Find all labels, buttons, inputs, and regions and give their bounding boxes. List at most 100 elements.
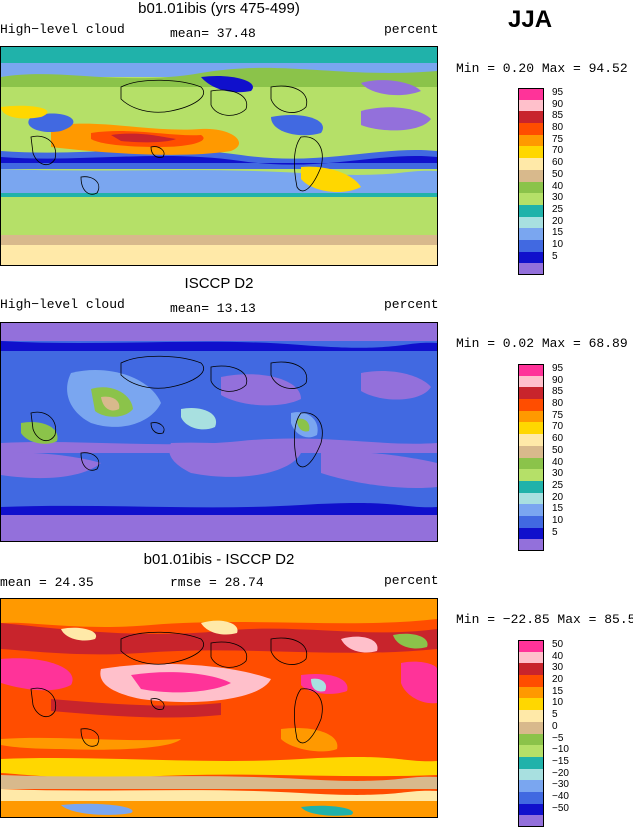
panel-1-colorbar-swatch — [518, 123, 544, 135]
panel-3-colorbar-swatch — [518, 651, 544, 664]
panel-1-colorbar-swatch — [518, 146, 544, 159]
panel-2-colorbar-swatch — [518, 375, 544, 388]
panel-3-colorbar-swatch — [518, 686, 544, 699]
panel-3-colorbar-swatch — [518, 733, 544, 746]
panel-3-colorbar-label: −30 — [552, 779, 569, 791]
panel-1-colorbar-swatch — [518, 169, 544, 182]
panel-2-colorbar-label: 75 — [552, 409, 564, 421]
panel-3-map-graphic — [1, 599, 437, 817]
panel-2-colorbar-label: 15 — [552, 503, 564, 515]
panel-3-colorbar-label: 5 — [552, 709, 558, 721]
panel-3-colorbar-swatch — [518, 640, 544, 652]
panel-2-units-label: percent — [384, 297, 439, 312]
panel-1-colorbar-swatch — [518, 181, 544, 194]
panel-3-colorbar-label: 0 — [552, 720, 558, 732]
panel-3-colorbar-swatch — [518, 721, 544, 734]
panel-2-colorbar-label: 95 — [552, 363, 564, 374]
panel-3-colorbar-swatch — [518, 756, 544, 769]
panel-3-rmse-label: rmse = 28.74 — [170, 575, 264, 590]
panel-2-colorbar-label: 90 — [552, 374, 564, 386]
panel-3-colorbar-label: −40 — [552, 790, 569, 802]
panel-2-colorbar-label: 60 — [552, 433, 564, 445]
panel-2-colorbar-label: 25 — [552, 479, 564, 491]
panel-3-mean-label: mean = 24.35 — [0, 575, 94, 590]
panel-1-variable-label: High−level cloud — [0, 22, 125, 37]
panel-2-title: ISCCP D2 — [184, 275, 254, 292]
panel-2-map — [0, 322, 438, 542]
panel-3-colorbar-label: 40 — [552, 650, 564, 662]
panel-1-colorbar-label: 80 — [552, 122, 564, 134]
panel-3-colorbar-label: −10 — [552, 744, 569, 756]
panel-2-colorbar-swatch — [518, 504, 544, 516]
panel-3-colorbar-swatch — [518, 803, 544, 816]
panel-3-minmax-label: Min = −22.85 Max = 85.54 — [456, 612, 633, 627]
panel-3-colorbar-swatch — [518, 710, 544, 722]
panel-1-colorbar-swatch — [518, 263, 544, 275]
panel-3-map — [0, 598, 438, 818]
panel-1-minmax-label: Min = 0.20 Max = 94.52 — [456, 61, 628, 76]
panel-2-colorbar-label: 50 — [552, 444, 564, 456]
panel-1-colorbar-label: 85 — [552, 110, 564, 122]
panel-1-colorbar-label: 25 — [552, 203, 564, 215]
panel-1-map-graphic — [1, 47, 437, 265]
panel-1-colorbar-swatch — [518, 216, 544, 229]
panel-1-colorbar-label: 50 — [552, 168, 564, 180]
panel-1-colorbar-swatch — [518, 99, 544, 112]
panel-2-colorbar-swatch — [518, 515, 544, 528]
panel-1-colorbar-label: 10 — [552, 238, 564, 250]
panel-1-map — [0, 46, 438, 266]
panel-3-colorbar-label: 10 — [552, 697, 564, 709]
panel-1-colorbar-swatch — [518, 251, 544, 264]
panel-1-mean-label: mean= 37.48 — [170, 26, 256, 41]
panel-2-colorbar-swatch — [518, 527, 544, 540]
panel-1-colorbar-label: 15 — [552, 227, 564, 239]
panel-2-colorbar-label: 5 — [552, 526, 558, 538]
panel-1-units-label: percent — [384, 22, 439, 37]
panel-2-colorbar-swatch — [518, 539, 544, 551]
panel-1-colorbar-swatch — [518, 204, 544, 217]
panel-1-colorbar-label: 5 — [552, 250, 558, 262]
panel-3-units-label: percent — [384, 573, 439, 588]
panel-1-colorbar-label: 90 — [552, 98, 564, 110]
panel-2-colorbar-label: 80 — [552, 398, 564, 410]
panel-3-colorbar-swatch — [518, 780, 544, 792]
panel-3-colorbar-swatch — [518, 675, 544, 687]
panel-1-colorbar-swatch — [518, 239, 544, 252]
panel-1-colorbar-label: 70 — [552, 145, 564, 157]
panel-2-colorbar-swatch — [518, 492, 544, 505]
panel-3-title: b01.01ibis - ISCCP D2 — [143, 551, 295, 568]
panel-1-colorbar-swatch — [518, 88, 544, 100]
panel-2-colorbar-label: 10 — [552, 514, 564, 526]
panel-2-colorbar-swatch — [518, 364, 544, 376]
panel-2-mean-label: mean= 13.13 — [170, 301, 256, 316]
panel-3-colorbar-swatch — [518, 791, 544, 804]
panel-3-colorbar-label: −20 — [552, 767, 569, 779]
panel-2-colorbar-swatch — [518, 480, 544, 493]
panel-2-colorbar-swatch — [518, 457, 544, 470]
panel-3-colorbar-label: 15 — [552, 685, 564, 697]
panel-1-colorbar-swatch — [518, 228, 544, 240]
panel-3-colorbar-label: 20 — [552, 674, 564, 686]
panel-1-colorbar-swatch — [518, 134, 544, 147]
panel-1-title: b01.01ibis (yrs 475-499) — [138, 0, 300, 17]
panel-3-colorbar-swatch — [518, 745, 544, 757]
panel-2-colorbar-swatch — [518, 445, 544, 458]
panel-1-colorbar-swatch — [518, 111, 544, 124]
panel-2-colorbar-label: 20 — [552, 491, 564, 503]
panel-2-colorbar-label: 30 — [552, 468, 564, 480]
panel-3-colorbar-swatch — [518, 698, 544, 711]
panel-1-colorbar-label: 95 — [552, 87, 564, 98]
panel-1-colorbar-label: 30 — [552, 192, 564, 204]
panel-1-colorbar-swatch — [518, 158, 544, 170]
panel-1-colorbar-swatch — [518, 193, 544, 205]
panel-2-colorbar-swatch — [518, 469, 544, 481]
panel-2-colorbar-swatch — [518, 410, 544, 423]
panel-2-variable-label: High−level cloud — [0, 297, 125, 312]
panel-3-colorbar-swatch — [518, 663, 544, 676]
panel-3-colorbar-swatch — [518, 815, 544, 827]
panel-3-colorbar-label: 50 — [552, 639, 564, 650]
panel-2-colorbar-swatch — [518, 399, 544, 411]
panel-2-minmax-label: Min = 0.02 Max = 68.89 — [456, 336, 628, 351]
panel-3-colorbar-label: 30 — [552, 662, 564, 674]
panel-2-colorbar-label: 70 — [552, 421, 564, 433]
